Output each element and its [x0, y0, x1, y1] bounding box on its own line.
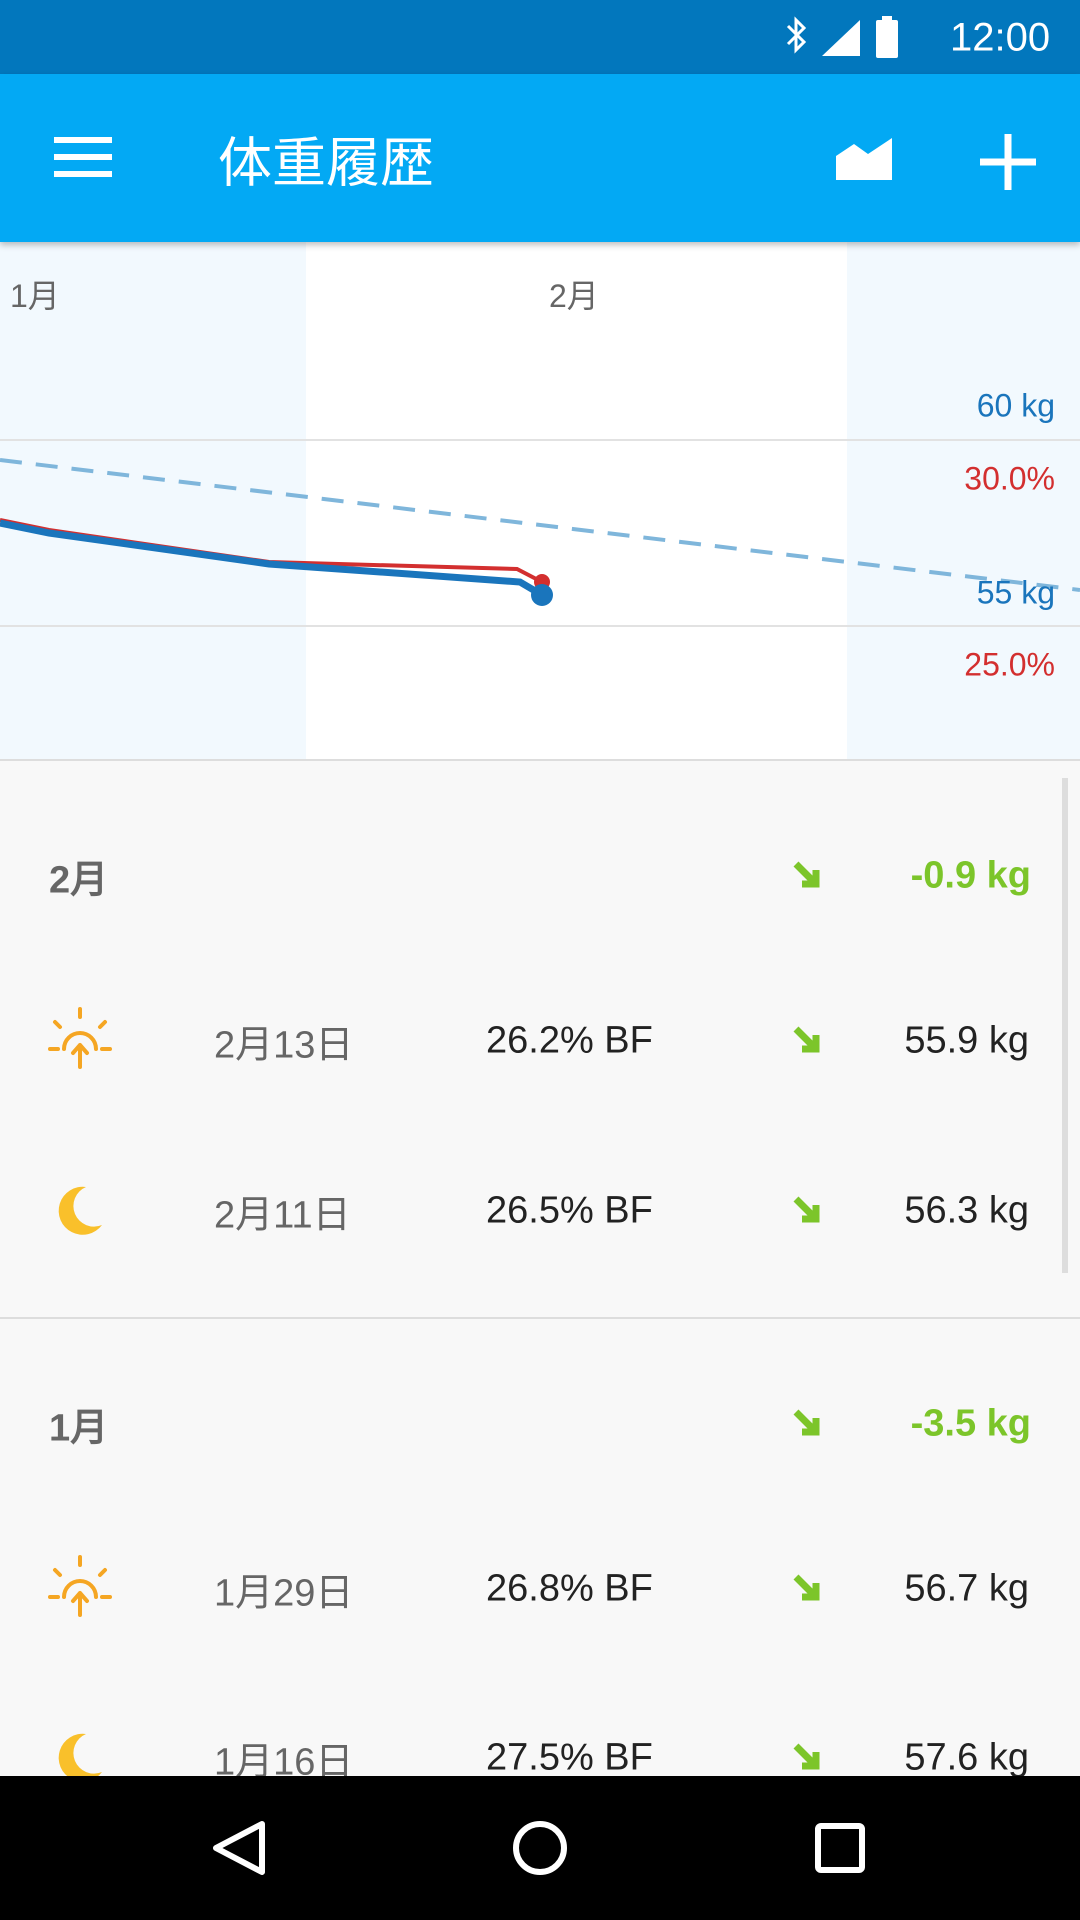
chart-area: 1月 2月 60 kg 30.0% 55 kg 25.0%: [0, 242, 1080, 761]
month-change: -3.5 kg: [910, 1402, 1031, 1445]
month-label: 2月: [549, 278, 599, 314]
axis-label: 60 kg: [976, 387, 1055, 424]
back-button[interactable]: [213, 1821, 265, 1875]
axis-label: 25.0%: [964, 646, 1055, 683]
nav-bar: [0, 1776, 1080, 1920]
chart-button[interactable]: [832, 134, 896, 184]
body-fat: 26.2% BF: [486, 1019, 653, 1062]
night-icon: [58, 1186, 102, 1235]
month-header: 2月: [49, 859, 109, 902]
weight: 55.9 kg: [904, 1019, 1029, 1062]
month-header: 1月: [49, 1407, 109, 1450]
weight: 56.7 kg: [904, 1567, 1029, 1610]
weight-chart: [0, 242, 1080, 759]
trend-arrow: [788, 1021, 828, 1061]
app-bar: 体重履歴: [0, 74, 1080, 242]
body-fat: 26.5% BF: [486, 1189, 653, 1232]
entry-date[interactable]: 1月29日: [214, 1572, 354, 1615]
body-fat: 27.5% BF: [486, 1736, 653, 1779]
morning-icon: [48, 1555, 112, 1617]
recents-button[interactable]: [815, 1823, 865, 1873]
add-button[interactable]: [976, 130, 1040, 194]
trend-arrow: [788, 1738, 828, 1778]
weight: 56.3 kg: [904, 1189, 1029, 1232]
status-icons: [786, 16, 898, 58]
morning-icon: [48, 1007, 112, 1069]
entry-date[interactable]: 2月11日: [214, 1194, 351, 1237]
trend-arrow: [788, 1569, 828, 1609]
body-fat: 26.8% BF: [486, 1567, 653, 1610]
axis-label: 30.0%: [964, 460, 1055, 497]
entry-date[interactable]: 2月13日: [214, 1024, 354, 1067]
weight: 57.6 kg: [904, 1736, 1029, 1779]
nav-buttons: [213, 1821, 865, 1875]
clock: 12:00: [950, 15, 1051, 60]
status-bar: 12:00: [0, 0, 1080, 74]
axis-label: 55 kg: [976, 574, 1055, 611]
trend-arrow: [788, 1191, 828, 1231]
home-button[interactable]: [513, 1821, 567, 1875]
menu-button[interactable]: [52, 134, 116, 180]
divider: [0, 1317, 1080, 1319]
page-title: 体重履歴: [218, 133, 434, 194]
month-label: 1月: [10, 278, 60, 314]
trend-arrow: [788, 856, 828, 896]
scrollbar: [1062, 778, 1068, 1273]
month-change: -0.9 kg: [910, 854, 1031, 897]
trend-arrow: [788, 1404, 828, 1444]
